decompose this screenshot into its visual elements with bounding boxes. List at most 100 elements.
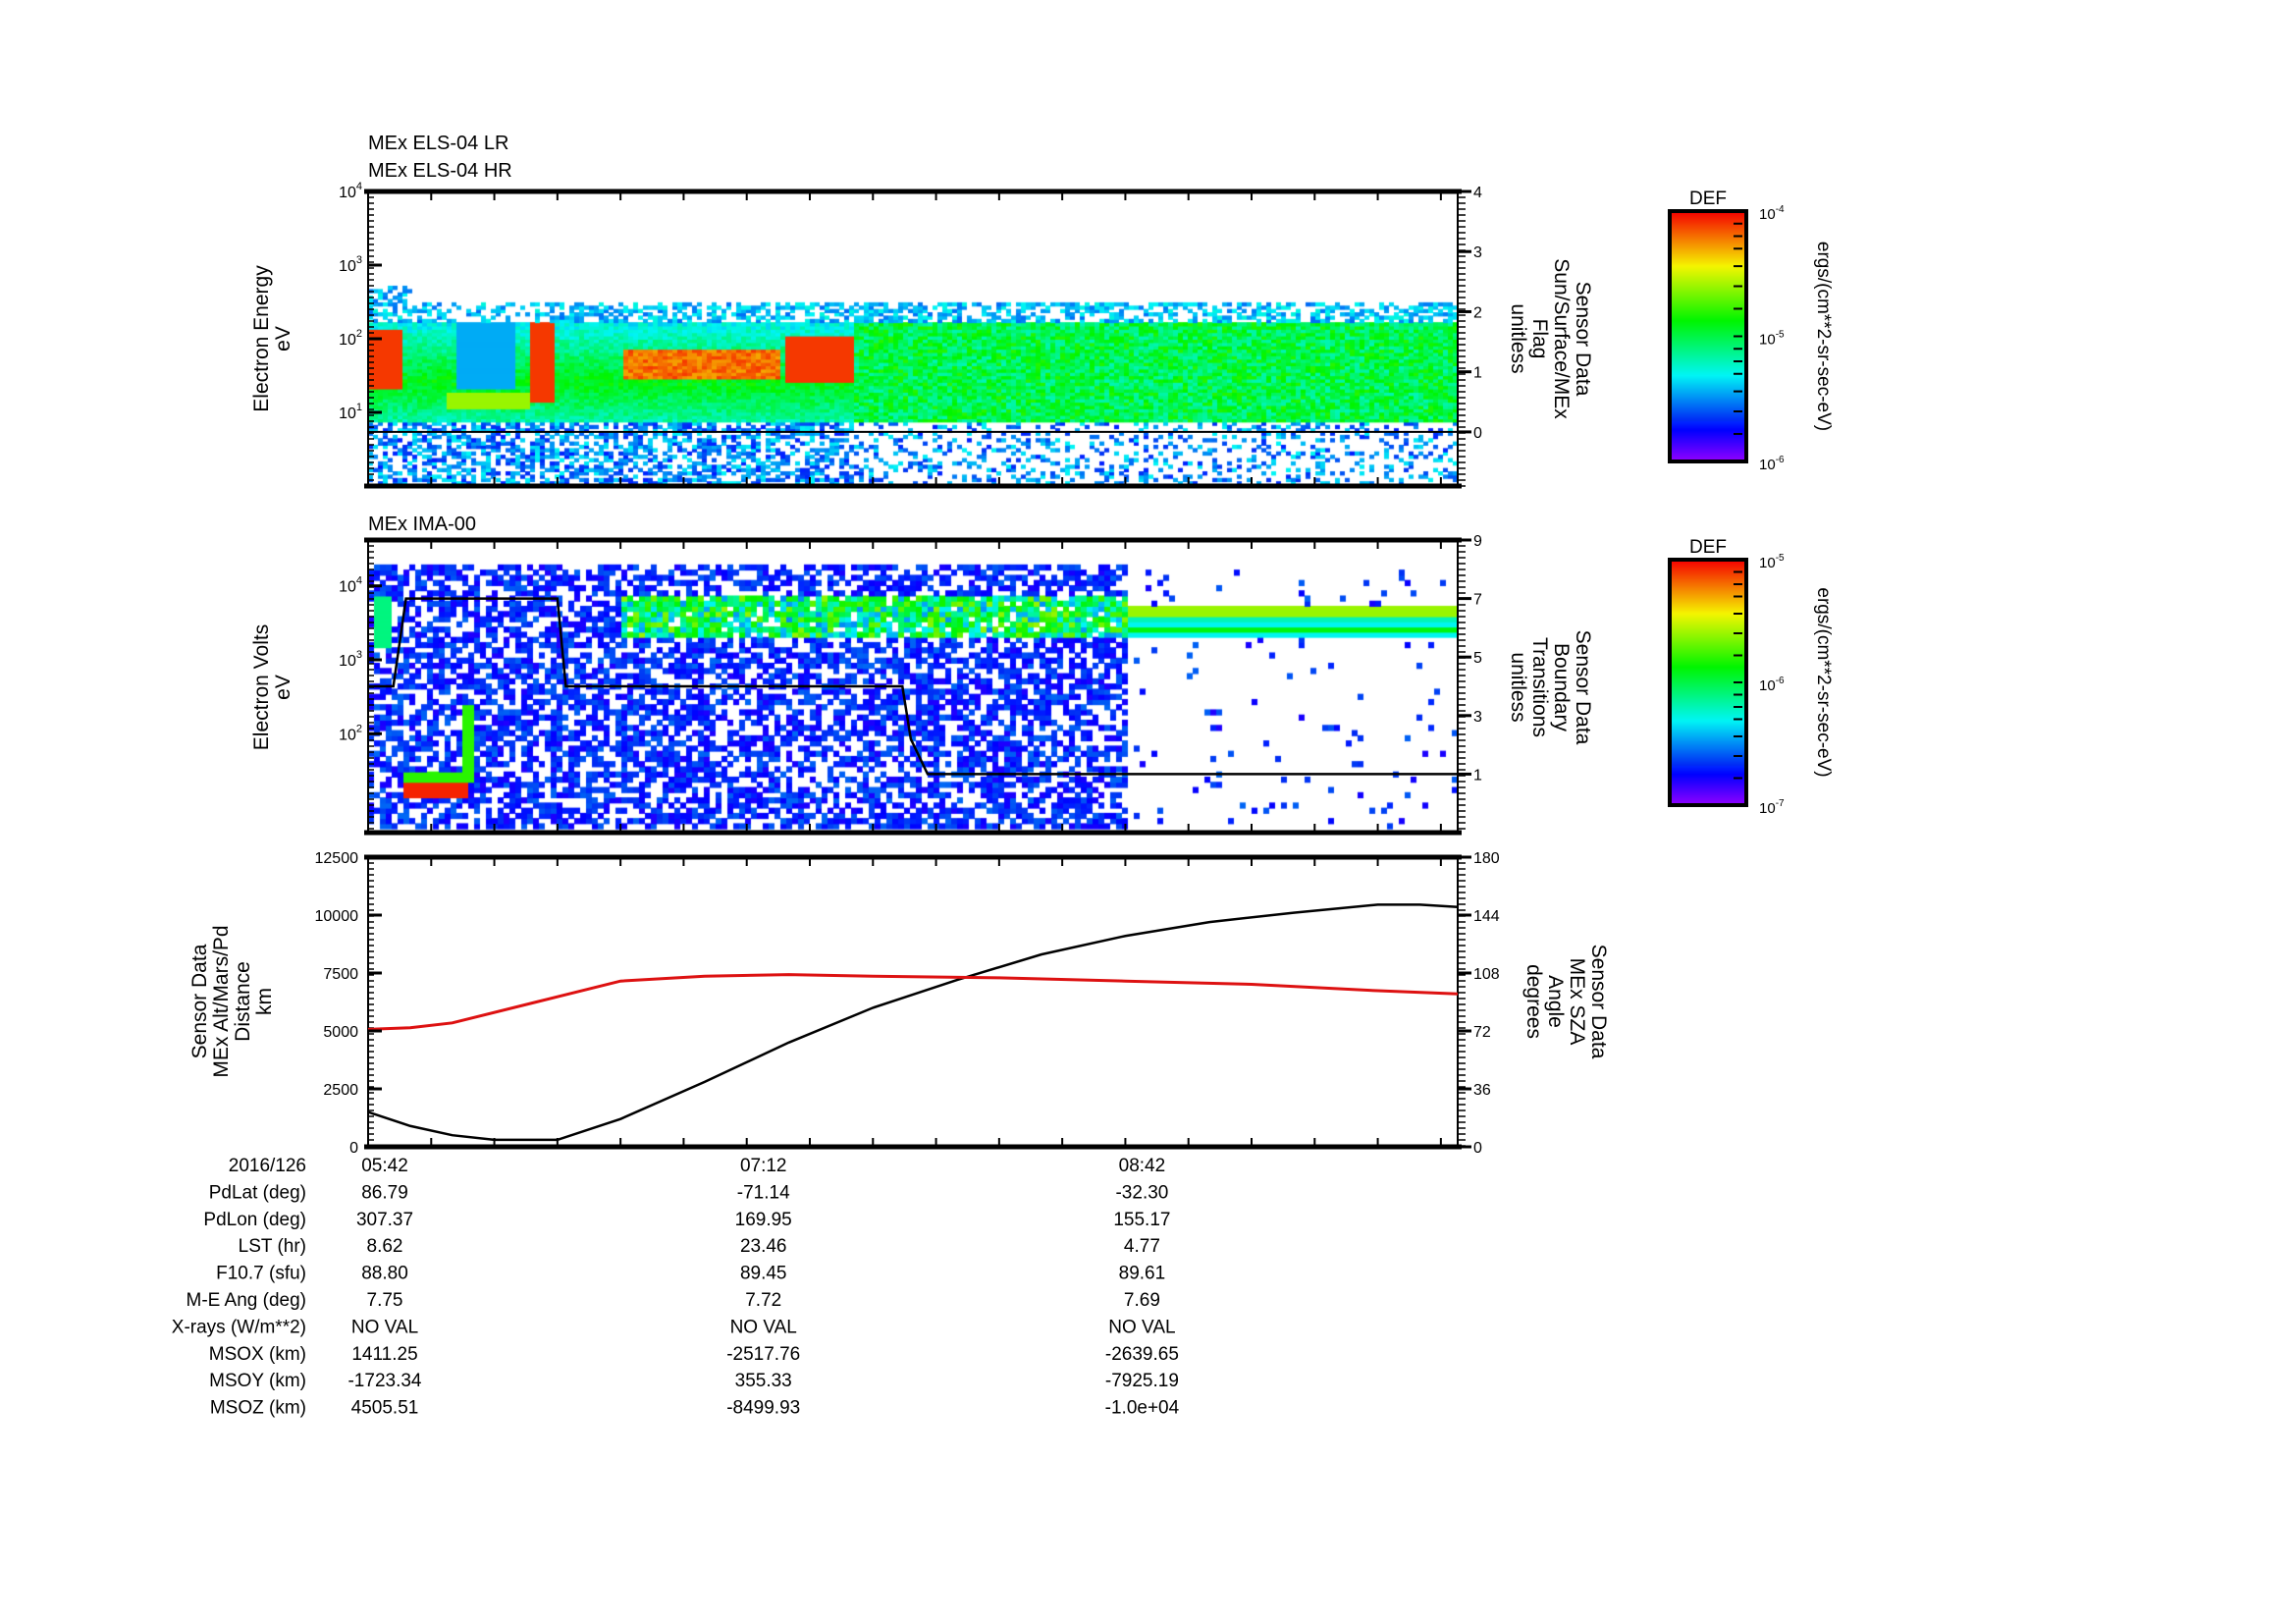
y2-axis-label-line: MEx SZA xyxy=(1566,958,1588,1046)
ephemeris-value: 86.79 xyxy=(361,1182,408,1203)
ephemeris-value: 169.95 xyxy=(735,1210,792,1230)
ephemeris-value: 7.69 xyxy=(1124,1290,1160,1311)
ephemeris-value: -7925.19 xyxy=(1105,1371,1179,1391)
panel-title: MEx ELS-04 LR xyxy=(368,133,508,154)
time-tick-label: 08:42 xyxy=(1119,1156,1166,1176)
ephemeris-row-label: PdLon (deg) xyxy=(203,1210,306,1230)
y2-axis-label-line: Sensor Data xyxy=(1572,282,1594,397)
y-tick-label: 104 xyxy=(339,575,362,596)
y-tick-label: 12500 xyxy=(315,850,359,867)
y-axis-label: Electron Energy eV xyxy=(250,265,294,412)
colorbar-tick-label: 10-5 xyxy=(1759,330,1785,349)
ephemeris-row-label: M-E Ang (deg) xyxy=(187,1290,307,1311)
ephemeris-row-label: PdLat (deg) xyxy=(209,1182,306,1203)
y-axis-label-line: Distance xyxy=(232,961,254,1042)
boundary-transitions-line xyxy=(368,597,1458,776)
y2-tick-label: 2 xyxy=(1473,304,1482,321)
y-axis-label-line: Sensor Data xyxy=(188,944,211,1058)
y-tick-label: 2500 xyxy=(323,1082,358,1099)
time-tick-label: 07:12 xyxy=(740,1156,787,1176)
ephemeris-value: 307.37 xyxy=(356,1210,413,1230)
y-tick-label: 7500 xyxy=(323,966,358,983)
ephemeris-value: NO VAL xyxy=(351,1317,418,1337)
y-axis-label-line: eV xyxy=(272,675,294,700)
y-tick-label: 101 xyxy=(339,402,362,422)
ephemeris-value: 155.17 xyxy=(1113,1210,1170,1230)
y2-axis-label-line: Boundary xyxy=(1550,643,1573,731)
altitude-line xyxy=(367,903,1459,1142)
colorbar-tick-label: 10-6 xyxy=(1759,676,1785,694)
ephemeris-row-label: LST (hr) xyxy=(239,1236,306,1257)
y2-tick-label: 3 xyxy=(1473,244,1482,261)
y-tick-label: 0 xyxy=(349,1140,358,1157)
y-tick-label: 103 xyxy=(339,254,362,275)
y2-tick-label: 9 xyxy=(1473,533,1482,550)
ephemeris-value: -8499.93 xyxy=(726,1398,800,1419)
y-tick-label: 102 xyxy=(339,723,362,743)
ephemeris-value: 88.80 xyxy=(361,1264,408,1284)
ephemeris-row-label: MSOX (km) xyxy=(209,1344,306,1365)
ephemeris-value: -2639.65 xyxy=(1105,1344,1179,1365)
ephemeris-value: -71.14 xyxy=(737,1182,790,1203)
time-tick-label: 05:42 xyxy=(361,1156,408,1176)
y2-tick-label: 180 xyxy=(1473,850,1500,867)
colorbar-title: DEF xyxy=(1689,189,1727,209)
y-tick-label: 10000 xyxy=(315,908,359,925)
colorbar-tick-label: 10-6 xyxy=(1759,455,1785,473)
ephemeris-value: -2517.76 xyxy=(726,1344,800,1365)
colorbar-tick-label: 10-5 xyxy=(1759,553,1785,571)
y2-tick-label: 5 xyxy=(1473,650,1482,667)
colorbar-tick-label: 10-4 xyxy=(1759,204,1785,223)
y2-tick-label: 1 xyxy=(1473,767,1482,784)
ephemeris-value: -1723.34 xyxy=(347,1371,421,1391)
y2-tick-label: 3 xyxy=(1473,709,1482,726)
ephemeris-row-label: F10.7 (sfu) xyxy=(216,1264,306,1284)
ima-panel-frame xyxy=(367,539,1459,834)
ephemeris-value: 4.77 xyxy=(1124,1236,1160,1257)
ephemeris-value: 355.33 xyxy=(735,1371,792,1391)
colorbar-frame xyxy=(1668,558,1748,807)
els-spectrogram xyxy=(368,191,1458,486)
sza-angle-line xyxy=(367,973,1459,1031)
y2-axis-label-line: unitless xyxy=(1507,652,1529,722)
ephemeris-value: 7.72 xyxy=(745,1290,781,1311)
ephemeris-value: 89.45 xyxy=(740,1264,787,1284)
y-axis-label-line: Electron Energy xyxy=(250,265,273,412)
y-tick-label: 102 xyxy=(339,328,362,349)
ephemeris-value: 1411.25 xyxy=(351,1344,417,1365)
y2-axis-label-line: Sensor Data xyxy=(1572,630,1594,745)
ephemeris-value: NO VAL xyxy=(730,1317,797,1337)
ephemeris-row-label: MSOY (km) xyxy=(209,1371,306,1391)
y-axis-label-line: Electron Volts xyxy=(250,624,273,750)
ephemeris-value: 8.62 xyxy=(367,1236,403,1257)
y2-axis-label-line: unitless xyxy=(1507,303,1529,373)
colorbar-title: DEF xyxy=(1689,537,1727,558)
ephemeris-date-label: 2016/126 xyxy=(229,1156,306,1176)
ephemeris-value: 4505.51 xyxy=(351,1398,419,1419)
y-axis-label: Sensor Data MEx Alt/Mars/Pd Distance km xyxy=(188,925,276,1077)
y2-axis-label-line: Sensor Data xyxy=(1587,945,1610,1059)
y-axis-label: Electron Volts eV xyxy=(250,624,294,750)
y-axis-label-line: eV xyxy=(272,326,294,352)
y-tick-label: 104 xyxy=(339,181,362,201)
y2-axis-label-line: Angle xyxy=(1544,975,1567,1028)
ephemeris-value: 23.46 xyxy=(740,1236,787,1257)
y2-tick-label: 0 xyxy=(1473,1140,1482,1157)
panel-title: MEx IMA-00 xyxy=(368,514,476,535)
y-axis-label-line: MEx Alt/Mars/Pd xyxy=(210,925,233,1077)
colorbar-units: ergs/(cm**2-sr-sec-eV) xyxy=(1813,242,1834,431)
y2-tick-label: 1 xyxy=(1473,365,1482,382)
colorbar-tick-label: 10-7 xyxy=(1759,798,1785,817)
els-panel-frame xyxy=(367,190,1459,487)
y-tick-label: 103 xyxy=(339,649,362,670)
ephemeris-value: 7.75 xyxy=(367,1290,403,1311)
y2-axis-label-line: Flag xyxy=(1528,319,1551,359)
y2-tick-label: 0 xyxy=(1473,425,1482,442)
y2-tick-label: 4 xyxy=(1473,185,1482,201)
panel-title: MEx ELS-04 HR xyxy=(368,160,512,182)
y2-tick-label: 7 xyxy=(1473,592,1482,609)
y2-tick-label: 108 xyxy=(1473,966,1500,983)
